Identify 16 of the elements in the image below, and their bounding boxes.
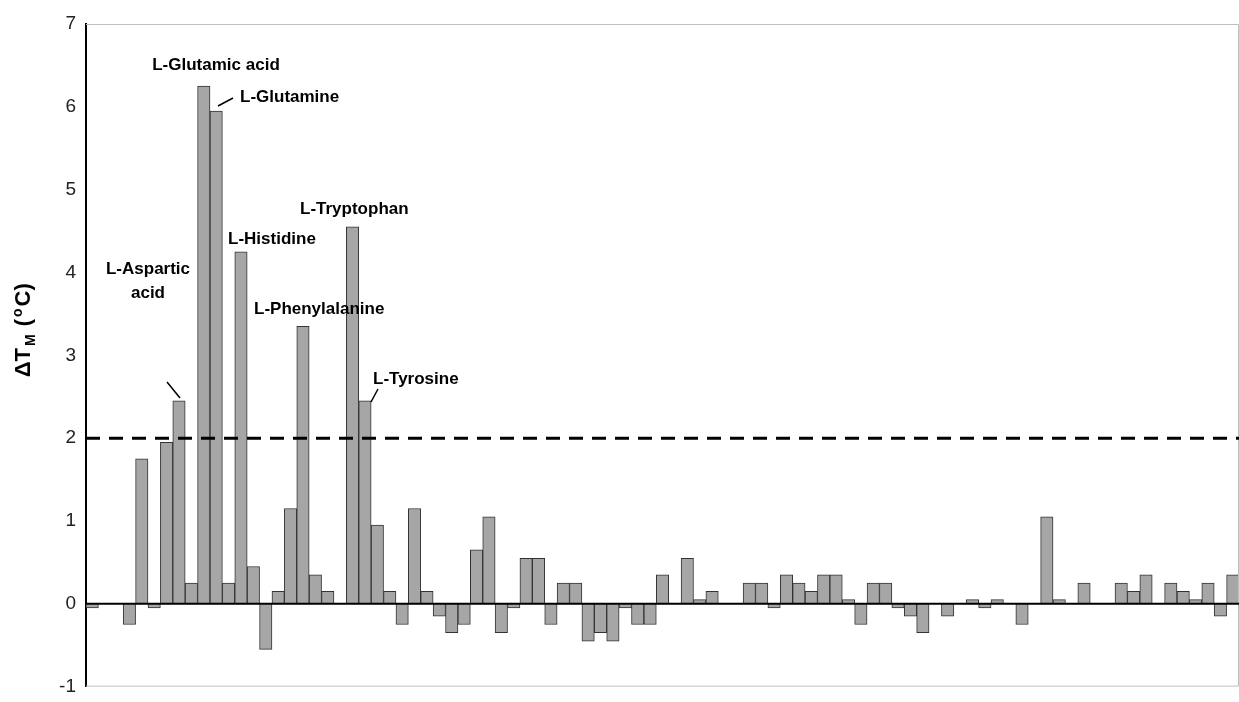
annotation: L-Tryptophan bbox=[300, 199, 409, 218]
y-tick-label: -1 bbox=[59, 674, 76, 696]
y-tick-label: 3 bbox=[65, 343, 76, 365]
y-tick-label: 0 bbox=[65, 592, 76, 614]
y-tick-label: 4 bbox=[65, 260, 77, 282]
annotation: L-Aspartic acid bbox=[105, 259, 191, 302]
y-tick-label: 7 bbox=[65, 12, 76, 34]
y-tick-label: 6 bbox=[65, 95, 76, 117]
y-tick-label: 5 bbox=[65, 177, 76, 199]
annotation: L-Histidine bbox=[228, 229, 316, 248]
y-tick-label: 1 bbox=[65, 509, 76, 531]
y-axis-title: ΔTM (oC) bbox=[9, 283, 38, 378]
annotation: L-Tyrosine bbox=[373, 369, 459, 388]
annotation: L-Glutamine bbox=[240, 87, 340, 106]
annotation: L-Glutamic acid bbox=[152, 55, 280, 74]
y-tick-label: 2 bbox=[65, 426, 76, 448]
